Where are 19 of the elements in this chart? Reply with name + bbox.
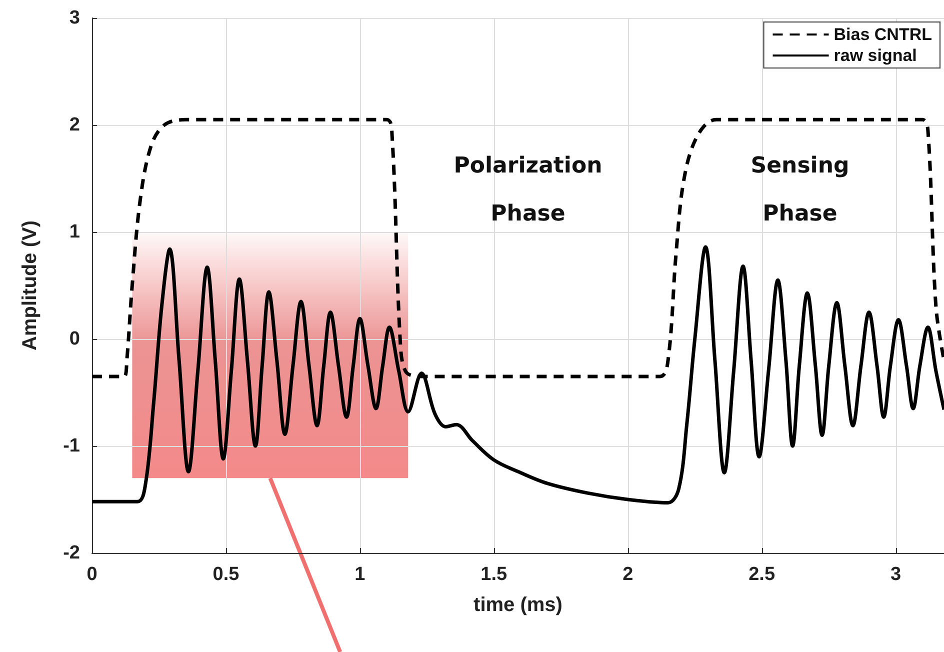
y-tick-label: -1 <box>63 436 80 456</box>
x-tick-label: 2.5 <box>748 564 776 585</box>
legend-label: raw signal <box>834 46 917 65</box>
x-tick-label: 3 <box>890 564 902 585</box>
x-tick-label: 2 <box>622 564 634 585</box>
legend-label: Bias CNTRL <box>834 25 932 44</box>
y-tick-label: 0 <box>69 328 80 350</box>
annotation: Polarization Phase <box>454 154 602 226</box>
y-tick-label: -2 <box>63 542 80 564</box>
x-tick-label: 0.5 <box>212 564 240 585</box>
y-tick-label: 3 <box>69 8 80 28</box>
x-tick-label: 1 <box>354 564 366 585</box>
x-tick-label: 1.5 <box>480 564 508 585</box>
y-tick-label: 2 <box>69 114 80 136</box>
annotation: Sensing Phase <box>750 154 850 226</box>
x-axis-title: time (ms) <box>474 594 562 616</box>
x-tick-label: 0 <box>86 564 98 585</box>
y-axis-title: Amplitude (V) <box>19 220 41 350</box>
y-tick-label: 1 <box>69 222 80 242</box>
